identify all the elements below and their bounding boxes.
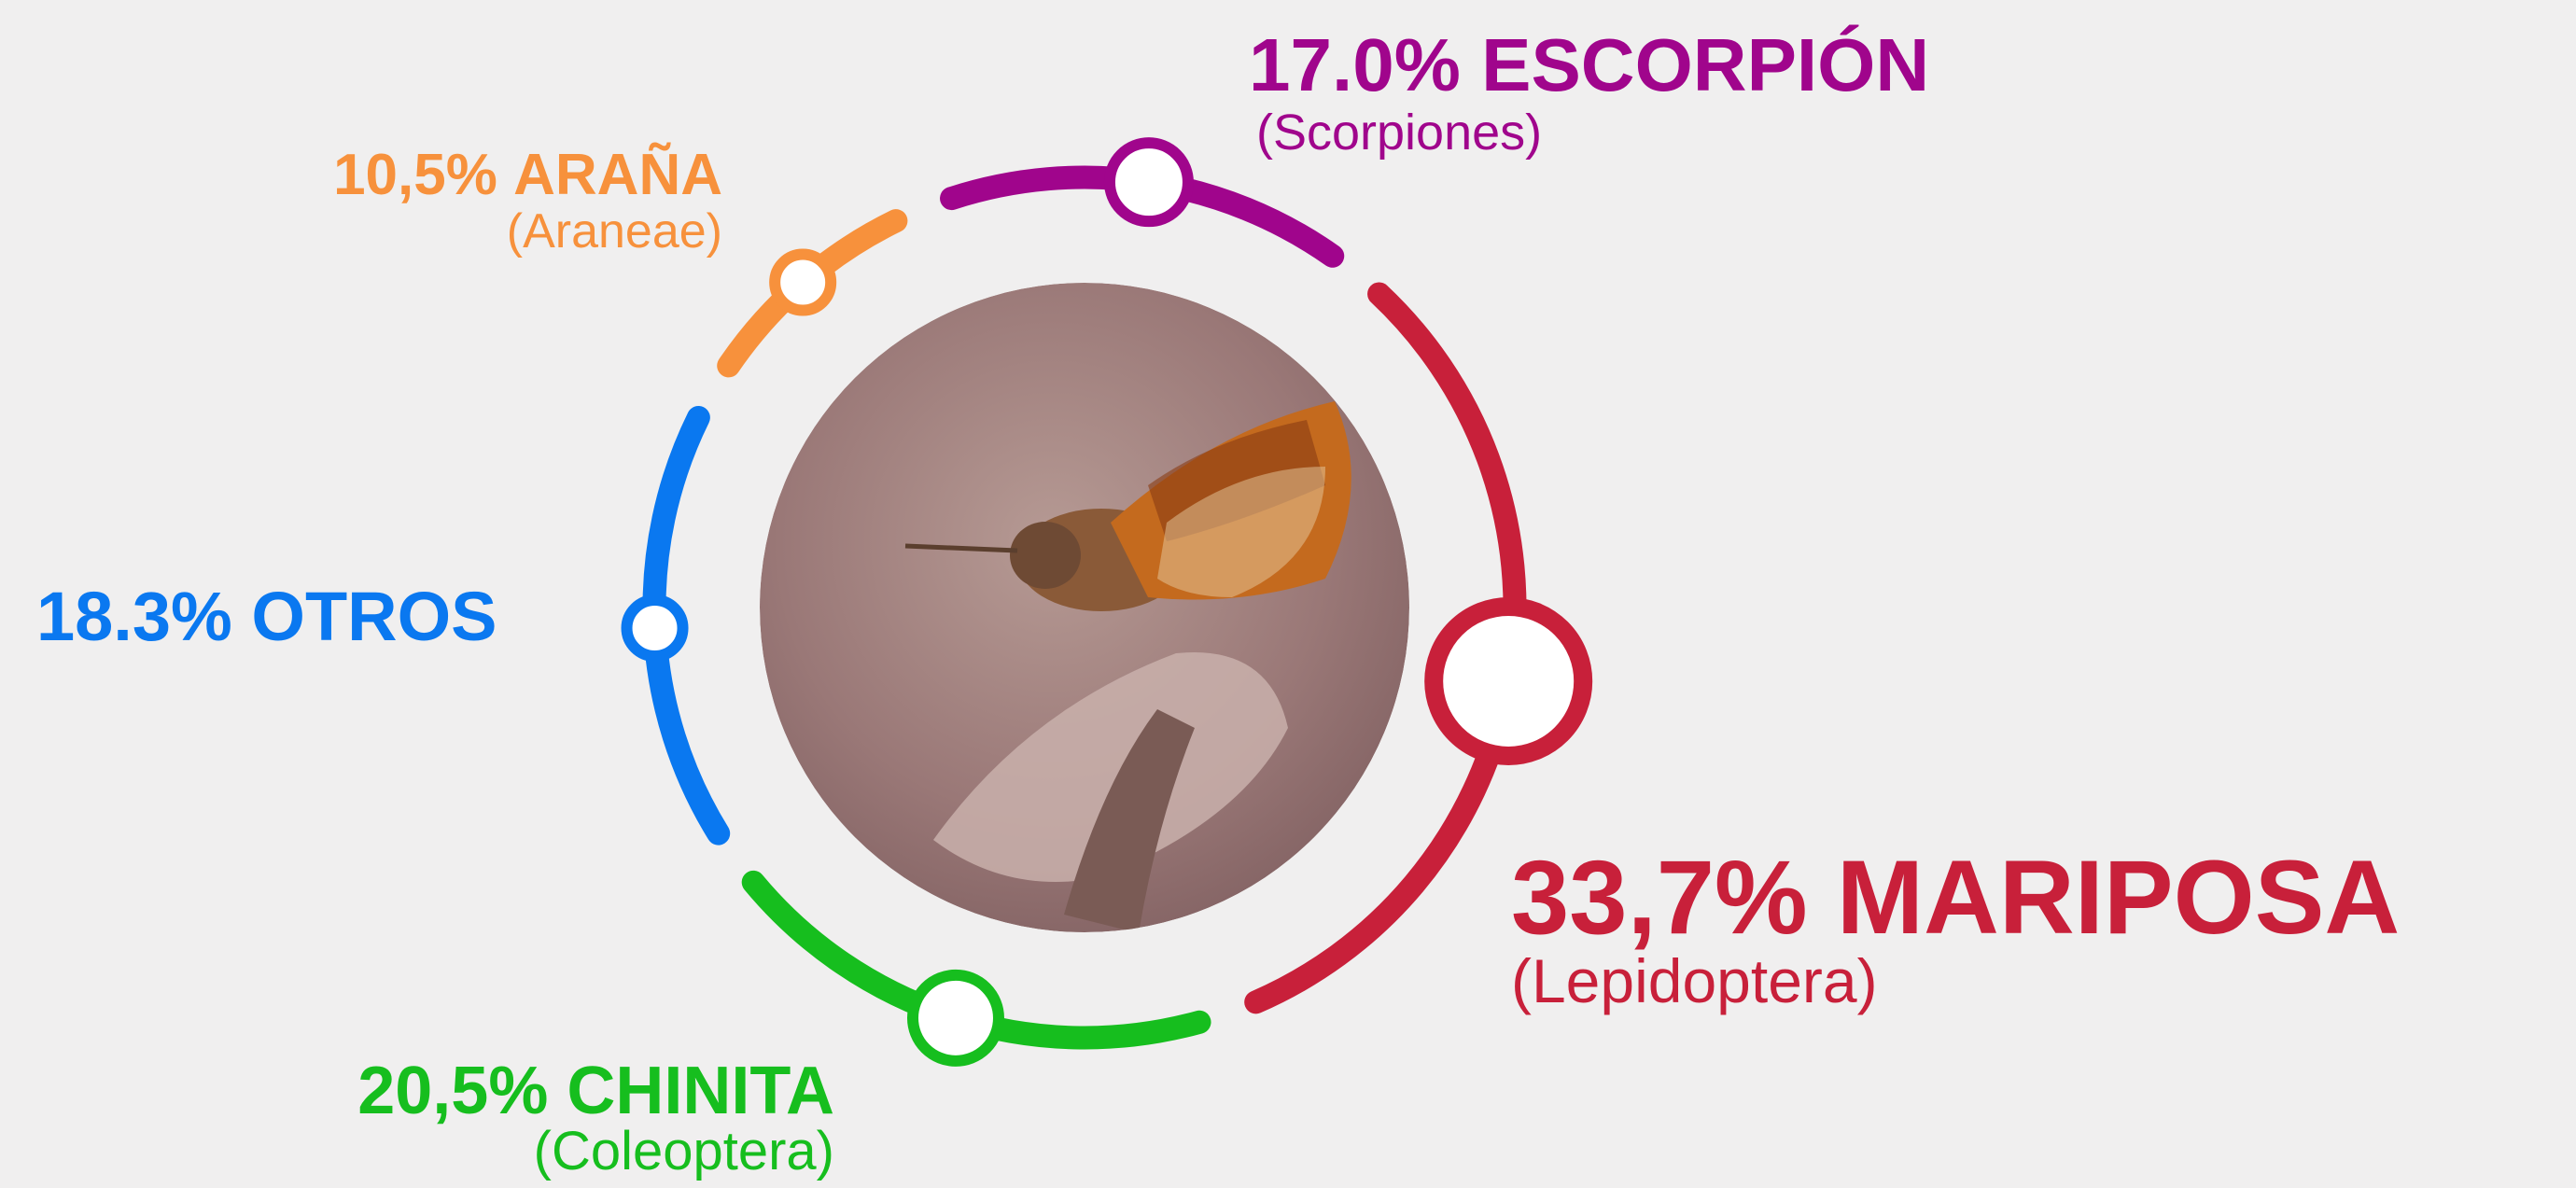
segment-label: 33,7% MARIPOSA — [1511, 839, 2400, 956]
order-label: (Scorpiones) — [1256, 105, 1542, 161]
segment-label: 18.3% OTROS — [36, 578, 497, 655]
segment-marker — [1110, 143, 1188, 221]
category-label: CHINITA — [567, 1054, 834, 1128]
category-label: ARAÑA — [513, 143, 722, 207]
category-label: ESCORPIÓN — [1481, 23, 1929, 106]
order-label: (Araneae) — [507, 204, 722, 259]
segment-marker — [1434, 607, 1583, 756]
photo — [760, 283, 1409, 933]
order-label: (Coleoptera) — [534, 1121, 834, 1181]
value-label: 33,7% — [1511, 839, 1808, 956]
chart: 17.0% ESCORPIÓN(Scorpiones) 33,7% MARIPOS… — [0, 0, 2576, 1188]
value-label: 18.3% — [36, 578, 232, 655]
segment-label: 10,5% ARAÑA — [333, 143, 722, 207]
segment-marker — [627, 600, 683, 656]
category-label: OTROS — [251, 578, 497, 655]
segment-marker — [775, 255, 831, 311]
value-label: 17.0% — [1249, 23, 1461, 106]
segment-marker — [913, 975, 999, 1061]
segment-label: 20,5% CHINITA — [357, 1054, 834, 1128]
order-label: (Lepidoptera) — [1511, 946, 1878, 1015]
category-label: MARIPOSA — [1837, 839, 2401, 956]
value-label: 10,5% — [333, 143, 497, 207]
segment-label: 17.0% ESCORPIÓN — [1249, 23, 1929, 106]
value-label: 20,5% — [357, 1054, 548, 1128]
